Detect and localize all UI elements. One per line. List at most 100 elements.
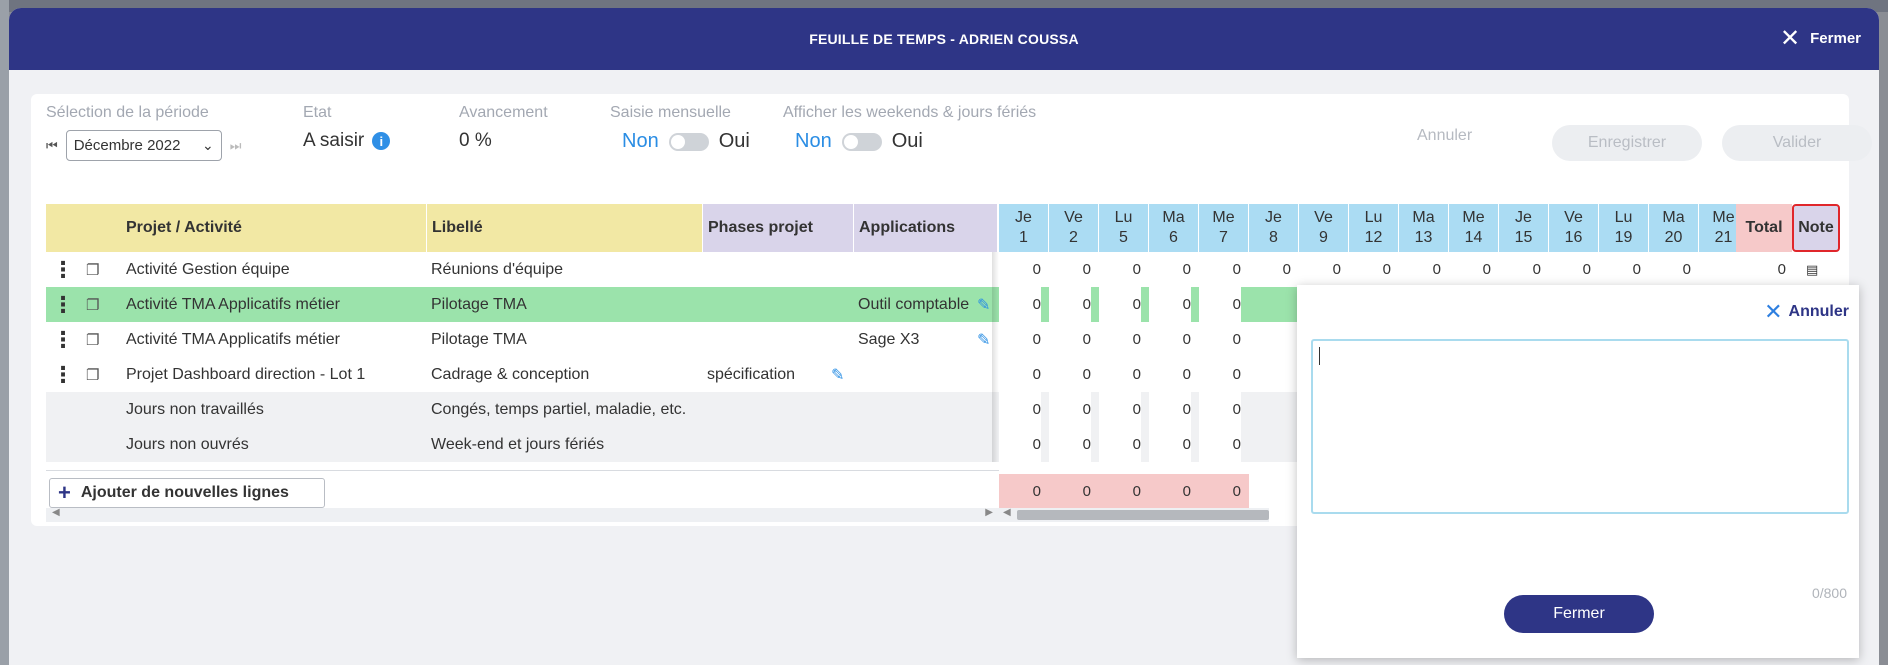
day-value[interactable]: 0 [1199, 427, 1241, 462]
day-value[interactable]: 0 [1099, 357, 1141, 392]
day-value[interactable]: 0 [1099, 392, 1141, 427]
day-value[interactable]: 0 [1149, 322, 1191, 357]
day-value[interactable]: 0 [1449, 252, 1491, 287]
weekends-toggle[interactable] [841, 132, 882, 151]
row-application: Sage X3 [858, 330, 920, 348]
info-icon[interactable]: i [372, 132, 391, 150]
period-filter: Sélection de la période ⏮ Décembre 2022 … [46, 104, 241, 161]
day-value[interactable]: 0 [1099, 322, 1141, 357]
progress-value: 0 % [459, 130, 492, 151]
day-value[interactable]: 0 [999, 392, 1041, 427]
day-value[interactable]: 0 [1349, 252, 1391, 287]
monthly-entry-label: Saisie mensuelle [610, 104, 731, 121]
scroll-right-icon[interactable]: ▶ [985, 507, 993, 518]
day-value[interactable]: 0 [999, 287, 1041, 322]
text-caret [1319, 347, 1320, 365]
edit-application-icon[interactable]: ✎ [977, 296, 991, 314]
row-phase: spécification [707, 365, 796, 383]
day-value[interactable]: 0 [999, 252, 1041, 287]
row-project: Activité Gestion équipe [126, 260, 290, 278]
day-value[interactable]: 0 [1049, 357, 1091, 392]
left-scrollbar[interactable]: ◀ ▶ [46, 507, 999, 522]
day-value[interactable]: 0 [1149, 392, 1191, 427]
row-menu-icon[interactable]: ⋮ [52, 361, 74, 387]
day-value[interactable]: 0 [1199, 322, 1241, 357]
row-menu-icon[interactable]: ⋮ [52, 326, 74, 352]
period-select[interactable]: Décembre 2022 ⌄ [65, 130, 222, 161]
next-period-icon[interactable]: ⏭ [229, 137, 242, 153]
edit-application-icon[interactable]: ✎ [977, 331, 991, 349]
day-value[interactable]: 0 [1149, 427, 1191, 462]
day-number: 1 [1019, 229, 1028, 246]
scroll-left-icon[interactable]: ◀ [1003, 507, 1011, 518]
day-value[interactable]: 0 [1649, 252, 1691, 287]
day-number: 2 [1069, 229, 1078, 246]
header-note[interactable]: Note [1792, 204, 1840, 252]
scroll-left-icon[interactable]: ◀ [52, 507, 60, 518]
note-cancel-button[interactable]: ✕ Annuler [1764, 299, 1849, 325]
row-label: Réunions d'équipe [431, 260, 564, 278]
day-value[interactable]: 0 [1549, 252, 1591, 287]
day-value[interactable]: 0 [1199, 357, 1241, 392]
day-value[interactable]: 0 [1199, 252, 1241, 287]
monthly-entry-toggle[interactable] [668, 132, 709, 151]
progress-filter: Avancement 0 % [459, 104, 548, 152]
day-value[interactable]: 0 [1399, 252, 1441, 287]
note-close-button[interactable]: Fermer [1504, 595, 1654, 633]
day-value[interactable]: 0 [1299, 252, 1341, 287]
day-value[interactable]: 0 [1599, 252, 1641, 287]
right-scrollbar[interactable]: ◀ [999, 507, 1269, 522]
day-value[interactable]: 0 [999, 322, 1041, 357]
day-header: Ve 9 [1299, 204, 1349, 252]
previous-period-icon[interactable]: ⏮ [46, 137, 58, 153]
add-lines-button[interactable]: + Ajouter de nouvelles lignes [49, 478, 325, 508]
period-value: Décembre 2022 [73, 137, 181, 154]
day-value[interactable]: 0 [1199, 392, 1241, 427]
day-value[interactable]: 0 [1049, 427, 1091, 462]
note-textarea[interactable] [1311, 339, 1849, 514]
day-value[interactable]: 0 [1149, 252, 1191, 287]
row-project: Activité TMA Applicatifs métier [126, 295, 340, 313]
day-value[interactable]: 0 [1099, 427, 1141, 462]
cancel-button[interactable]: Annuler [1417, 127, 1473, 144]
table-row[interactable]: ⋮ ❐ Activité Gestion équipe Réunions d'équi… [46, 252, 1842, 287]
background-sidebar [0, 0, 9, 665]
day-value[interactable]: 0 [1199, 287, 1241, 322]
day-name: Lu [1364, 209, 1383, 226]
day-value[interactable]: 0 [1149, 287, 1191, 322]
weekends-on-label: Oui [891, 130, 923, 152]
row-total: 0 [1777, 261, 1786, 278]
row-label: Week-end et jours fériés [431, 435, 605, 453]
close-modal-button[interactable]: ✕ Fermer [1780, 26, 1861, 50]
edit-phase-icon[interactable]: ✎ [831, 366, 845, 384]
save-button[interactable]: Enregistrer [1552, 125, 1702, 161]
day-value[interactable]: 0 [1049, 322, 1091, 357]
row-menu-icon[interactable]: ⋮ [52, 256, 74, 282]
day-value[interactable]: 0 [1049, 252, 1091, 287]
day-value[interactable]: 0 [999, 357, 1041, 392]
day-value[interactable]: 0 [1099, 252, 1141, 287]
copy-icon[interactable]: ❐ [86, 331, 100, 349]
row-project: Activité TMA Applicatifs métier [126, 330, 340, 348]
row-label: Pilotage TMA [431, 330, 527, 348]
day-value[interactable]: 0 [1149, 357, 1191, 392]
day-total: 0 [1149, 474, 1199, 508]
day-value[interactable]: 0 [999, 427, 1041, 462]
scroll-thumb[interactable] [1017, 510, 1269, 520]
day-value[interactable]: 0 [1049, 287, 1091, 322]
note-icon[interactable]: ▤ [1806, 261, 1819, 277]
copy-icon[interactable]: ❐ [86, 366, 100, 384]
day-value[interactable]: 0 [1249, 252, 1291, 287]
note-cancel-label: Annuler [1788, 303, 1849, 320]
day-number: 14 [1464, 229, 1483, 246]
day-value[interactable]: 0 [1499, 252, 1541, 287]
day-value[interactable]: 0 [1049, 392, 1091, 427]
day-header: Me 14 [1449, 204, 1499, 252]
row-menu-icon[interactable]: ⋮ [52, 291, 74, 317]
day-value[interactable]: 0 [1099, 287, 1141, 322]
day-name: Lu [1114, 209, 1133, 226]
validate-button[interactable]: Valider [1722, 125, 1872, 161]
close-modal-label: Fermer [1810, 30, 1861, 47]
copy-icon[interactable]: ❐ [86, 296, 100, 314]
copy-icon[interactable]: ❐ [86, 261, 100, 279]
